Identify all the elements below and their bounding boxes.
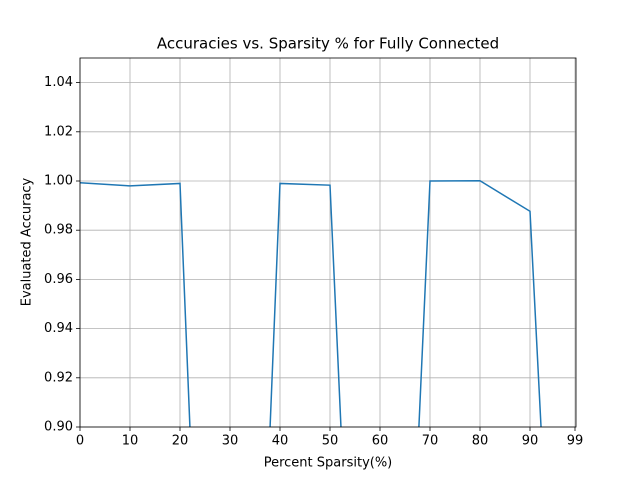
- x-tick-label: 10: [122, 434, 139, 449]
- y-tick-label: 0.90: [44, 420, 73, 435]
- y-tick-label: 1.02: [44, 124, 73, 139]
- y-axis-label: Evaluated Accuracy: [20, 177, 35, 306]
- x-tick-label: 80: [472, 434, 489, 449]
- y-tick-label: 0.96: [44, 272, 73, 287]
- line-series: [80, 180, 542, 427]
- x-tick-label: 99: [567, 434, 584, 449]
- y-tick-label: 0.98: [44, 223, 73, 238]
- x-axis-label: Percent Sparsity(%): [264, 456, 393, 471]
- chart-title: Accuracies vs. Sparsity % for Fully Conn…: [157, 35, 499, 53]
- x-tick-label: 20: [172, 434, 189, 449]
- y-tick-label: 0.92: [44, 370, 73, 385]
- x-tick-label: 70: [422, 434, 439, 449]
- y-tick-label: 1.00: [44, 174, 73, 189]
- y-tick-label: 1.04: [44, 75, 73, 90]
- x-tick-label: 30: [222, 434, 239, 449]
- x-tick-label: 60: [372, 434, 389, 449]
- x-tick-label: 0: [76, 434, 84, 449]
- x-tick-label: 40: [272, 434, 289, 449]
- x-tick-label: 50: [322, 434, 339, 449]
- plot-frame: [79, 57, 577, 428]
- x-tick-label: 90: [522, 434, 539, 449]
- y-tick-label: 0.94: [44, 321, 73, 336]
